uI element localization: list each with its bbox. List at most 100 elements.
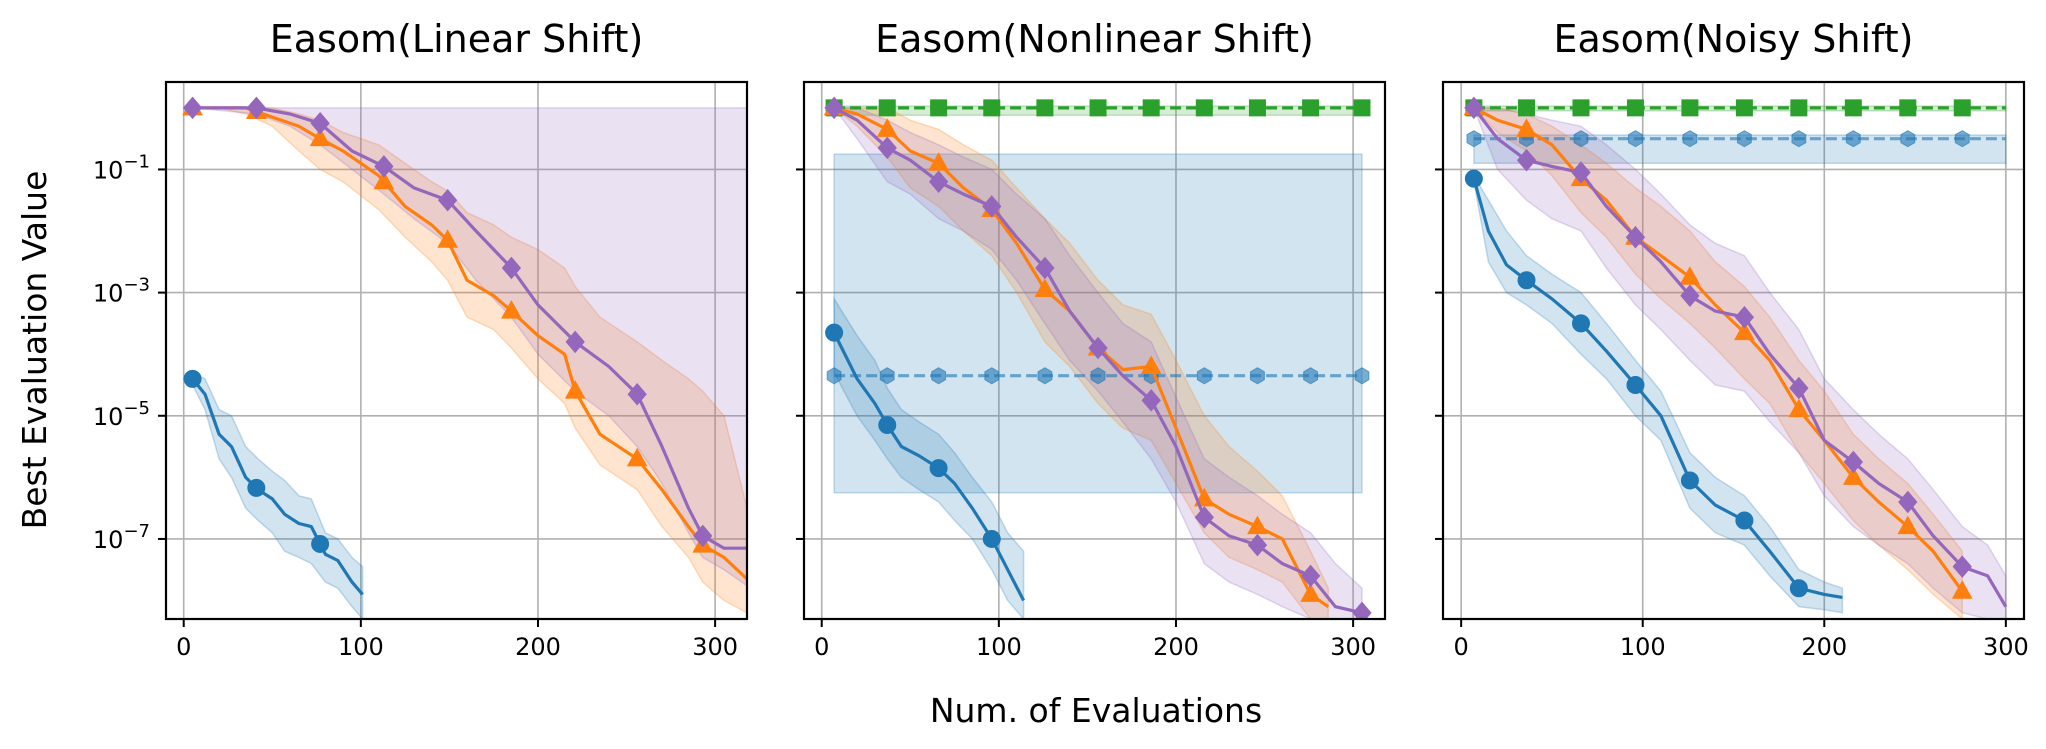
plot-frame <box>164 80 749 621</box>
data-point-circle <box>878 416 897 435</box>
data-point-diamond <box>1898 490 1918 514</box>
data-point-diamond <box>1734 305 1755 329</box>
data-point-hexagon <box>826 367 842 385</box>
data-point-diamond <box>928 170 949 194</box>
data-point-square <box>930 99 948 117</box>
data-point-square <box>1844 99 1862 117</box>
confidence-band-blue <box>833 153 1363 494</box>
data-point-diamond <box>1035 256 1055 280</box>
panel-title: Easom(Linear Shift) <box>270 17 644 61</box>
confidence-band-blue <box>1473 172 1844 614</box>
data-point-triangle <box>626 447 648 467</box>
data-point-diamond <box>1789 376 1809 400</box>
data-point-hexagon <box>1954 130 1970 148</box>
data-point-circle <box>311 534 330 553</box>
data-point-hexagon <box>1250 367 1265 385</box>
x-tick-label: 0 <box>814 633 829 661</box>
series-markers-blue <box>183 369 330 553</box>
plot-frame <box>1441 80 2026 621</box>
data-point-hexagon <box>1736 130 1752 148</box>
data-point-square <box>1248 99 1266 117</box>
data-point-square <box>1953 99 1971 117</box>
data-point-hexagon <box>1196 367 1212 385</box>
x-axis-label: Num. of Evaluations <box>930 691 1262 730</box>
confidence-band-orange <box>192 107 747 614</box>
x-tick-label: 0 <box>176 633 191 661</box>
data-point-diamond <box>1300 564 1321 588</box>
data-point-hexagon <box>1354 367 1370 385</box>
series-line-orange <box>192 106 747 582</box>
data-point-hexagon <box>931 367 947 385</box>
data-point-square <box>1089 99 1107 117</box>
series-line-orange <box>1473 106 1964 593</box>
data-point-circle <box>1735 511 1754 530</box>
data-point-square <box>1681 99 1699 117</box>
series-line-purple <box>192 106 747 550</box>
data-point-hexagon <box>1303 367 1319 385</box>
data-point-circle <box>1680 471 1699 490</box>
y-tick-label: 10−7 <box>93 521 150 554</box>
data-point-triangle <box>1842 466 1864 485</box>
panel-2: Easom(Nonlinear Shift) 0 100 200 300 <box>796 17 1387 661</box>
data-point-square <box>1790 99 1808 117</box>
data-point-diamond <box>182 96 203 120</box>
y-tick-label: 10−5 <box>93 398 150 431</box>
data-point-diamond <box>982 195 1002 218</box>
data-point-diamond <box>877 136 897 160</box>
data-point-diamond <box>1843 450 1863 474</box>
series-markers-blue <box>826 367 1370 385</box>
data-point-diamond <box>1952 555 1972 578</box>
data-point-hexagon <box>1845 130 1861 148</box>
data-point-diamond <box>627 382 647 406</box>
x-tick-label: 200 <box>1801 633 1847 661</box>
data-point-triangle <box>1951 580 1973 599</box>
x-tick-label: 200 <box>1153 633 1199 661</box>
data-point-square <box>1626 99 1644 117</box>
series-line-blue <box>191 377 364 596</box>
data-point-hexagon <box>879 367 895 385</box>
data-point-triangle <box>1734 321 1755 341</box>
x-tick-label: 100 <box>338 633 384 661</box>
panel-3: Easom(Noisy Shift) 0 100 200 300 <box>1435 17 2029 661</box>
data-point-diamond <box>1141 389 1161 412</box>
data-point-diamond <box>565 330 585 354</box>
grid <box>166 82 747 619</box>
data-point-hexagon <box>1090 367 1106 385</box>
data-point-triangle <box>928 152 949 171</box>
data-point-diamond <box>1352 601 1372 619</box>
data-point-square <box>983 99 1001 117</box>
data-point-hexagon <box>1037 367 1053 385</box>
data-point-square <box>1572 99 1590 117</box>
data-point-diamond <box>1625 225 1646 249</box>
data-point-square <box>1195 99 1213 117</box>
data-point-diamond <box>1516 148 1537 172</box>
panel-title: Easom(Nonlinear Shift) <box>875 17 1314 61</box>
grid <box>804 82 1385 619</box>
grid <box>1443 82 2024 619</box>
confidence-band-blue <box>1473 134 2007 165</box>
data-point-triangle <box>1516 118 1537 137</box>
y-tick-label: 10−1 <box>93 151 150 184</box>
data-point-circle <box>183 369 202 388</box>
confidence-band-purple <box>1472 107 2007 619</box>
x-tick-label: 200 <box>515 633 561 661</box>
series-markers-purple <box>182 96 713 548</box>
panel-1: Easom(Linear Shift) 0 100 200 300 10−1 10−3 10−… <box>93 17 749 661</box>
series-markers-blue <box>1466 130 1970 148</box>
y-axis-label: Best Evaluation Value <box>15 171 54 530</box>
data-point-hexagon <box>1466 130 1482 148</box>
data-point-circle <box>929 459 948 478</box>
data-point-triangle <box>373 170 395 190</box>
plot-frame <box>802 80 1387 621</box>
data-point-triangle <box>1300 583 1321 602</box>
data-point-hexagon <box>1682 130 1698 148</box>
data-point-diamond <box>1194 506 1214 529</box>
x-tick-label: 300 <box>1330 633 1376 661</box>
data-point-circle <box>1789 579 1808 598</box>
data-point-diamond <box>1088 336 1108 360</box>
data-point-triangle <box>1247 515 1268 535</box>
data-point-circle <box>1571 314 1590 333</box>
x-tick-label: 0 <box>1454 633 1469 661</box>
plot-area <box>1463 96 2008 619</box>
data-point-square <box>1142 99 1160 117</box>
